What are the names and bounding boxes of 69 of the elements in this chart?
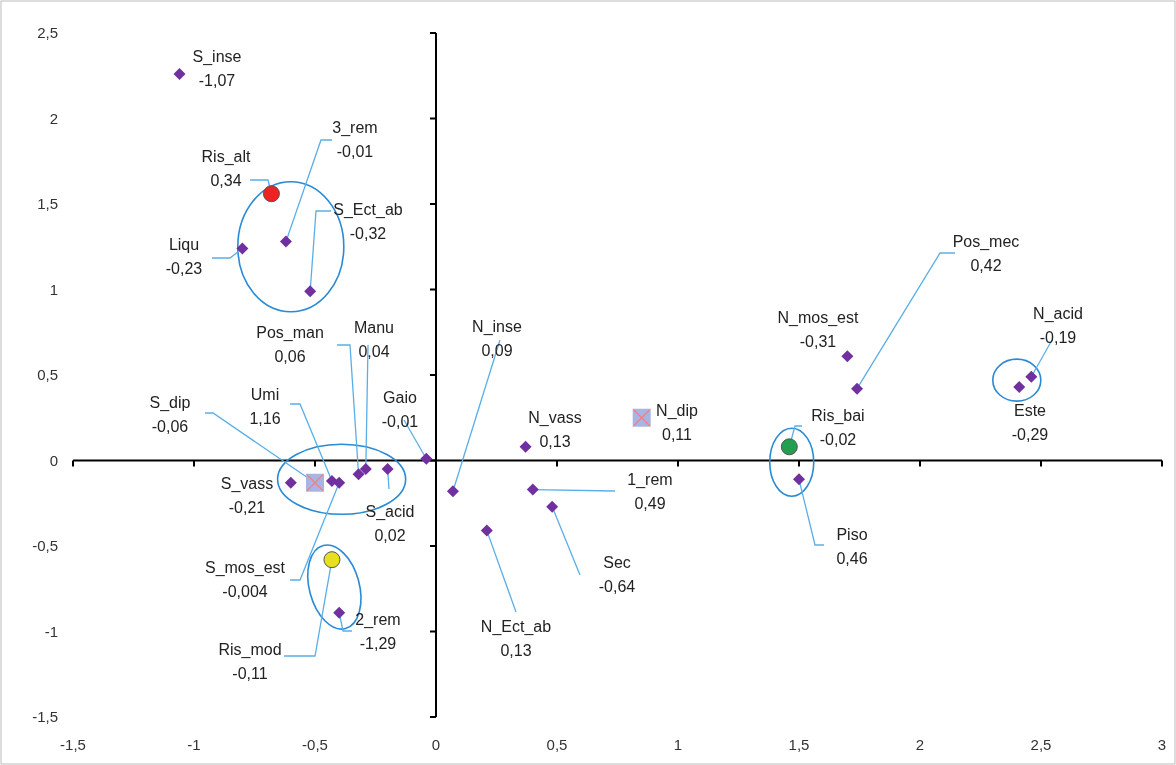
annotation: 2_rem -1,29 [355, 611, 401, 652]
point [546, 500, 559, 513]
annotation: Ris_bai -0,02 [811, 407, 865, 448]
annotation: Piso 0,46 [836, 526, 868, 567]
annotation: S_vass -0,21 [220, 475, 274, 516]
annotation: N_inse 0,09 [472, 318, 522, 359]
point [333, 476, 346, 489]
point [480, 524, 493, 537]
point [446, 485, 459, 498]
y-tick-label: -1,5 [32, 708, 58, 725]
y-tick-label: -0,5 [32, 537, 58, 554]
point [526, 483, 539, 496]
annotation: 3_rem -0,01 [332, 119, 378, 160]
point [304, 285, 317, 298]
annotation: Manu 0,04 [353, 319, 395, 360]
y-tick-label: 0,5 [37, 366, 58, 383]
annotation: Ris_mod -0,11 [218, 641, 282, 682]
x-tick-label: -1 [187, 736, 201, 753]
point [323, 551, 341, 569]
annotation: 1_rem 0,49 [627, 471, 673, 512]
annotation: S_acid 0,02 [365, 503, 415, 544]
x-tick-label: 1,5 [788, 736, 810, 753]
annotation: Gaio -0,01 [381, 389, 419, 430]
point [851, 382, 864, 395]
y-tick-label: 1,5 [37, 195, 58, 212]
point [841, 350, 854, 363]
point [173, 68, 186, 81]
annotation: Pos_mec 0,42 [952, 233, 1020, 274]
y-tick-label: 0 [49, 451, 58, 469]
annotation: N_dip 0,11 [656, 402, 698, 443]
point [352, 468, 365, 481]
x-tick-label: 1 [673, 736, 683, 753]
point [381, 463, 394, 476]
annotation: S_dip -0,06 [149, 394, 191, 435]
point [1025, 370, 1038, 383]
point [236, 242, 249, 255]
point [279, 235, 292, 248]
point [284, 476, 297, 489]
annotation: N_vass 0,13 [528, 409, 582, 450]
x-tick-label: -0,5 [302, 736, 328, 753]
annotation: S_mos_est -0,004 [204, 559, 286, 600]
x-tick-label: 2,5 [1030, 736, 1052, 753]
annotation: Este -0,29 [1011, 402, 1049, 443]
point [420, 452, 433, 465]
annotation: Sec -0,64 [598, 554, 636, 595]
point [780, 438, 798, 456]
point [793, 473, 805, 486]
annotation: N_acid -0,19 [1033, 305, 1083, 346]
annotation: N_Ect_ab 0,13 [480, 618, 552, 659]
y-tick-label: 2,5 [37, 24, 58, 41]
annotation: Pos_man 0,06 [256, 324, 324, 365]
annotation: S_Ect_ab -0,32 [333, 201, 403, 242]
y-tick-label: 1 [49, 280, 58, 298]
point [519, 440, 532, 453]
point [262, 185, 280, 203]
annotation: Liqu -0,23 [165, 236, 203, 277]
point [359, 463, 372, 476]
annotation: S_inse -1,07 [192, 48, 242, 89]
x-tick-label: 0 [431, 736, 441, 753]
annotation: N_mos_est -0,31 [777, 309, 860, 350]
x-tick-label: -1,5 [60, 736, 86, 753]
y-tick-label: -1 [44, 622, 58, 640]
x-tick-label: 0,5 [546, 736, 568, 753]
y-tick-label: 2 [49, 109, 58, 127]
x-tick-label: 3 [1157, 736, 1167, 753]
annotation: Umi 1,16 [249, 386, 281, 427]
x-tick-label: 2 [915, 736, 925, 753]
point [333, 606, 346, 619]
annotation: Ris_alt 0,34 [201, 148, 252, 189]
